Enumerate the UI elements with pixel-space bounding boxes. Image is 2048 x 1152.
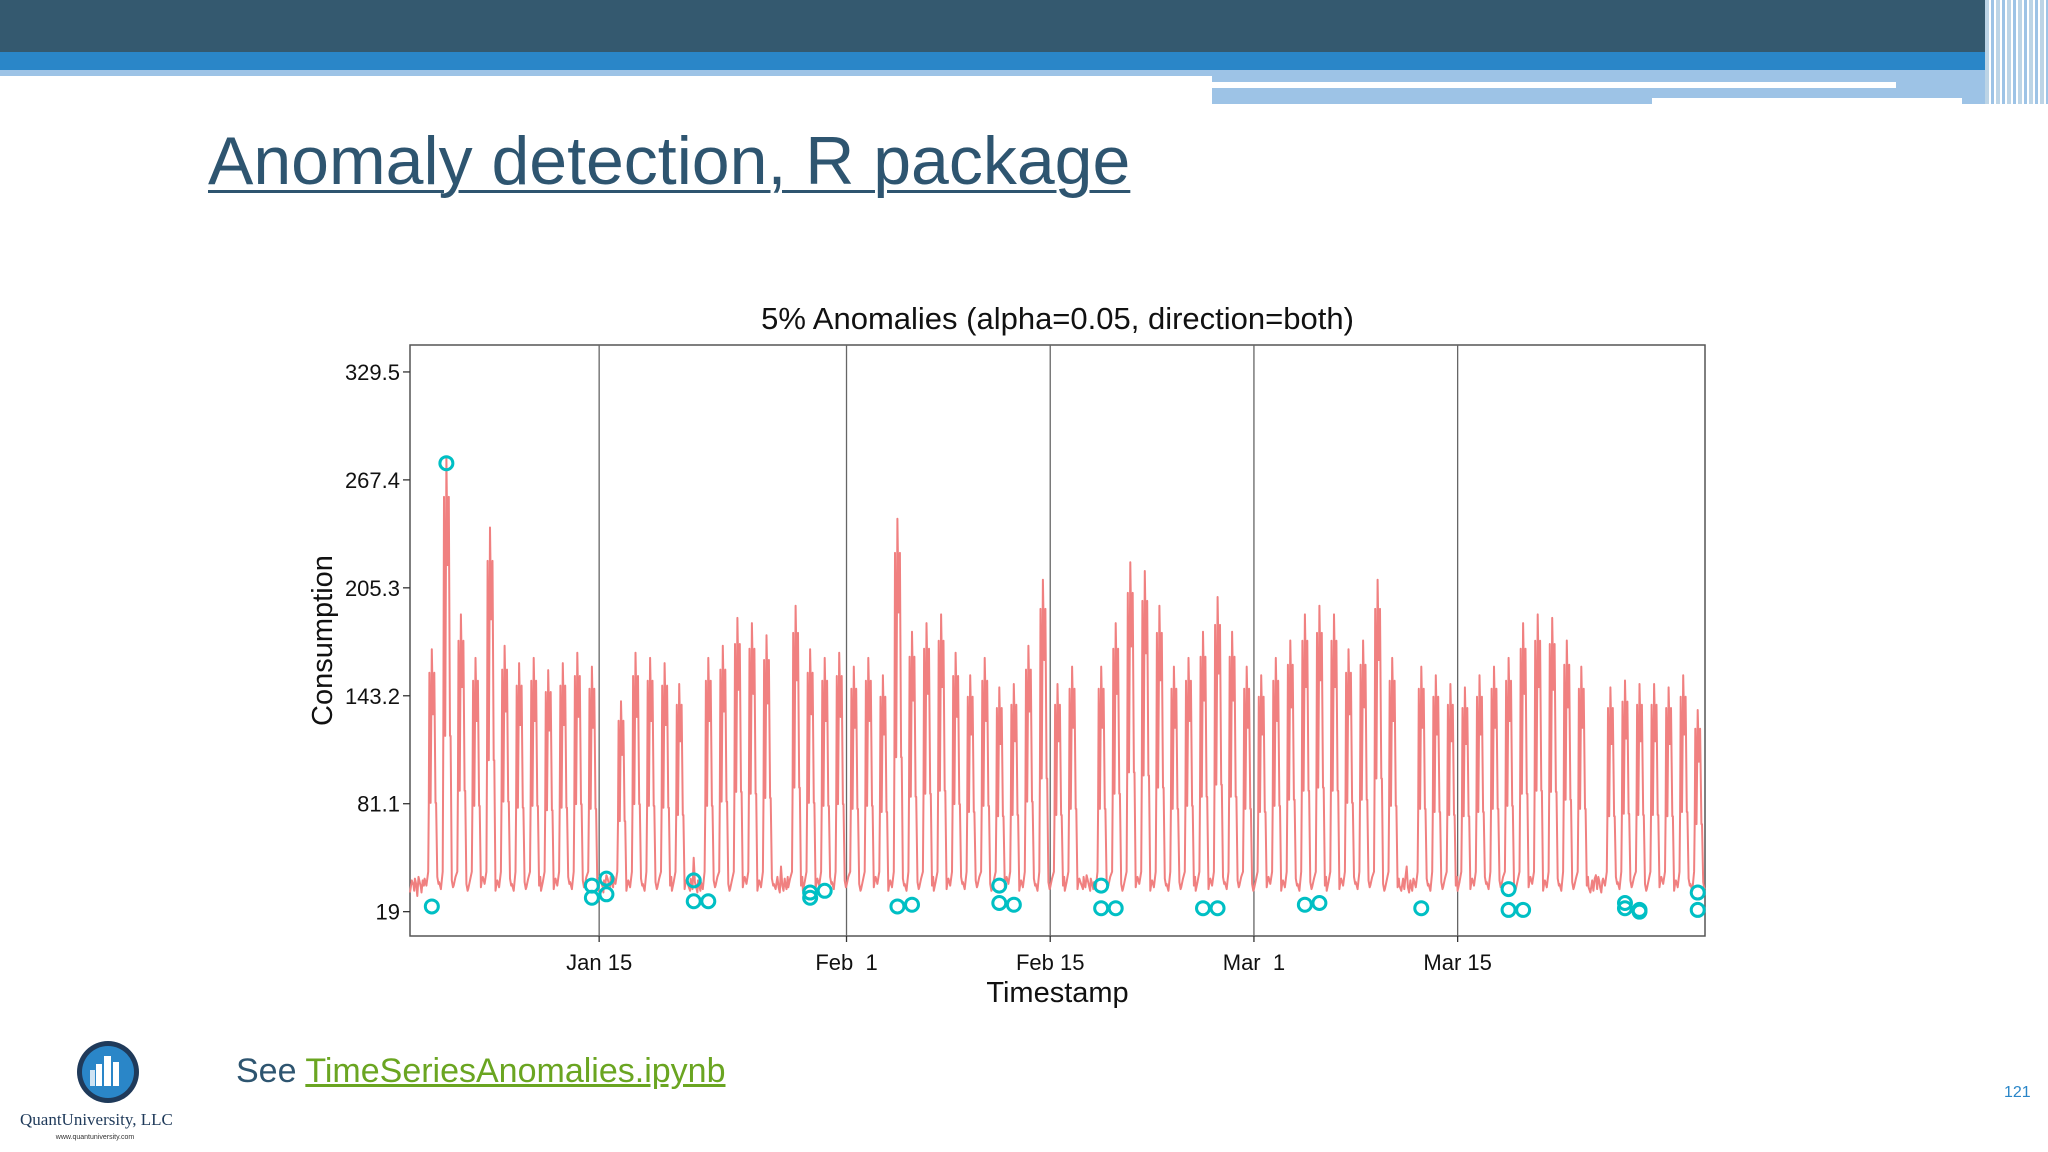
footer-note: See TimeSeriesAnomalies.ipynb: [236, 1052, 725, 1091]
anomaly-point: [1093, 877, 1110, 894]
footer-prefix: See: [236, 1052, 297, 1090]
anomaly-point: [583, 877, 600, 894]
x-tick-label-1: Feb 1: [815, 950, 877, 975]
page-number: 121: [2004, 1084, 2031, 1101]
anomaly-point: [1631, 901, 1648, 918]
y-axis-label: Consumption: [307, 555, 339, 726]
anomaly-point: [1616, 900, 1633, 917]
x-tick-label-0: Jan 15: [566, 950, 632, 975]
logo-company-name: QuantUniversity, LLC: [20, 1110, 173, 1129]
y-tick-label-2: 143.2: [345, 684, 400, 709]
anomaly-point: [685, 893, 702, 910]
notebook-link[interactable]: TimeSeriesAnomalies.ipynb: [305, 1052, 726, 1090]
y-tick-label-3: 205.3: [345, 576, 400, 601]
anomaly-point: [1296, 896, 1313, 913]
header-band-white-line-2: [1652, 98, 1962, 104]
anomaly-point: [700, 893, 717, 910]
anomaly-point: [598, 886, 615, 903]
anomaly-point: [1195, 900, 1212, 917]
y-tick-label-0: 19: [376, 900, 400, 925]
anomaly-point: [1005, 896, 1022, 913]
header-band-white-line: [1212, 82, 1896, 88]
header-stripes: [1985, 0, 2048, 104]
anomaly-point: [423, 898, 440, 915]
header-band-light: [0, 70, 1212, 76]
consumption-series-line: [409, 457, 1706, 897]
anomaly-point: [816, 882, 833, 899]
anomaly-point: [598, 870, 615, 887]
anomaly-point: [1616, 894, 1633, 911]
anomaly-point: [991, 894, 1008, 911]
logo-url: www.quantuniversity.com: [55, 1134, 135, 1141]
anomaly-point: [1500, 901, 1517, 918]
anomaly-point: [1689, 901, 1706, 918]
x-tick-label-4: Mar 15: [1423, 950, 1491, 975]
chart-title: 5% Anomalies (alpha=0.05, direction=both…: [761, 301, 1354, 336]
anomaly-chart: Jan 15 Feb 1 Feb 15 Mar 1 Mar 15 19 81.1 143.2 2…: [307, 301, 1706, 1009]
x-axis-label: Timestamp: [986, 977, 1128, 1009]
anomaly-point: [991, 877, 1008, 894]
y-tick-label-1: 81.1: [357, 792, 400, 817]
company-logo: QuantUniversity, LLC www.quantuniversity…: [20, 1038, 190, 1148]
anomaly-point: [903, 896, 920, 913]
anomaly-point: [1093, 900, 1110, 917]
anomaly-point: [438, 455, 455, 472]
header-band-dark: [0, 0, 2048, 52]
anomaly-point: [1311, 894, 1328, 911]
anomaly-point: [1413, 900, 1430, 917]
anomaly-point: [1515, 901, 1532, 918]
anomaly-point: [1209, 900, 1226, 917]
x-tick-label-3: Mar 1: [1223, 950, 1285, 975]
header-band-blue: [0, 52, 2048, 70]
anomaly-point: [1500, 881, 1517, 898]
x-tick-label-2: Feb 15: [1016, 950, 1085, 975]
y-tick-label-5: 329.5: [345, 360, 400, 385]
anomaly-point: [802, 889, 819, 906]
anomaly-point: [1689, 884, 1706, 901]
y-tick-label-4: 267.4: [345, 468, 400, 493]
slide-title: Anomaly detection, R package: [208, 123, 1131, 199]
building-logo-icon: [77, 1041, 139, 1103]
anomaly-point: [802, 884, 819, 901]
anomaly-point: [1107, 900, 1124, 917]
anomaly-point: [889, 898, 906, 915]
anomaly-point: [685, 872, 702, 889]
plot-panel: [409, 344, 1706, 937]
